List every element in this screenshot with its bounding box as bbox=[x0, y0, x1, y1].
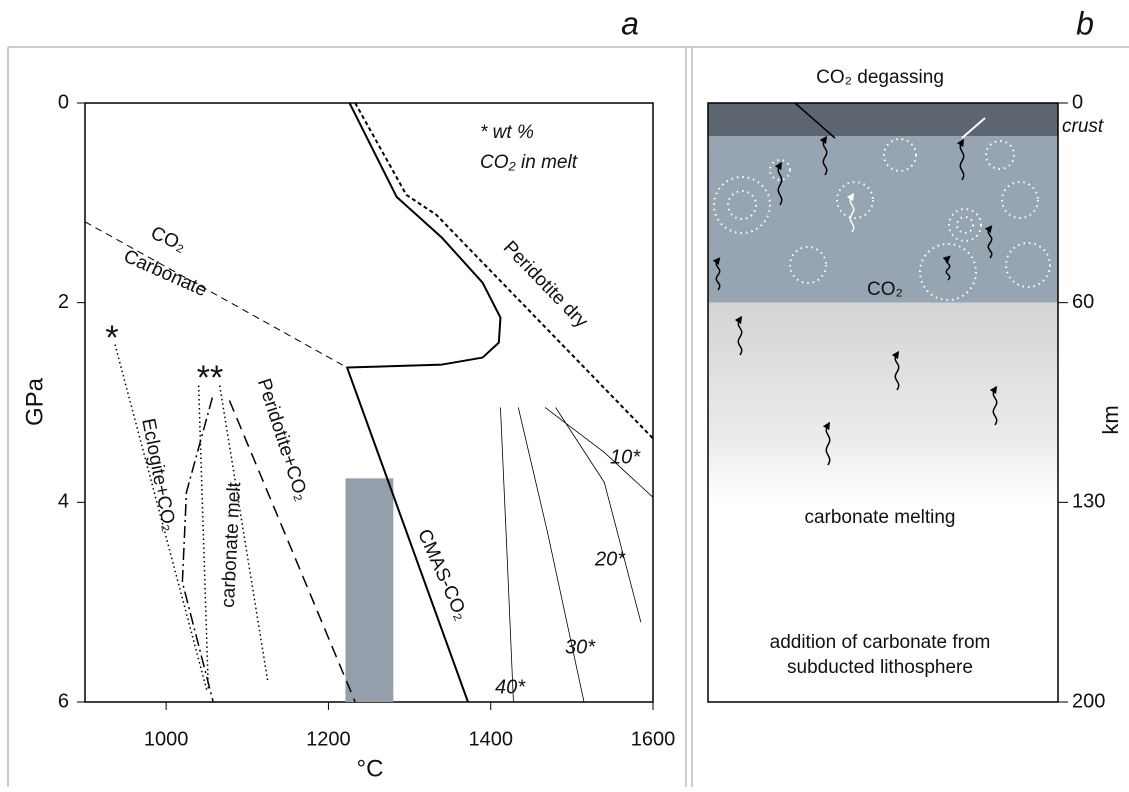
isopleth-label: 10* bbox=[610, 446, 641, 468]
annotation: * wt % bbox=[480, 122, 534, 143]
y-tick-label: 2 bbox=[58, 291, 69, 313]
y-tick-label: 60 bbox=[1072, 291, 1094, 313]
curve-label: Eclogite+CO₂ bbox=[137, 417, 179, 533]
layer bbox=[708, 136, 1058, 302]
layer-label: carbonate melting bbox=[804, 507, 955, 528]
isopleth-label: 30* bbox=[565, 636, 596, 658]
y-axis-label: GPa bbox=[21, 377, 48, 426]
layer-label: CO₂ bbox=[867, 279, 903, 300]
curve-label: CO₂ bbox=[148, 223, 189, 257]
phase-boundary bbox=[182, 398, 213, 702]
layer-label: crust bbox=[1062, 116, 1104, 137]
figure: a b °C GPa * wt % CO₂ in melt CO₂ Carbon… bbox=[0, 0, 1129, 787]
y-tick-label: 130 bbox=[1072, 491, 1105, 513]
x-tick-label: 1600 bbox=[631, 728, 676, 750]
curve-label: Peridotite+CO₂ bbox=[253, 376, 312, 504]
isopleth bbox=[500, 407, 513, 702]
y-tick-label: 4 bbox=[58, 491, 69, 513]
x-tick-label: 1400 bbox=[468, 728, 513, 750]
panel-title: CO₂ degassing bbox=[816, 67, 944, 88]
layer bbox=[708, 303, 1058, 503]
caption-line: addition of carbonate from bbox=[770, 632, 991, 653]
layer bbox=[708, 103, 1058, 136]
panel-letter: b bbox=[1076, 5, 1094, 41]
star: ** bbox=[197, 359, 223, 397]
star: * bbox=[105, 319, 118, 357]
y-axis-label: km bbox=[1098, 405, 1123, 434]
y-tick-label: 6 bbox=[58, 690, 69, 712]
phase-boundary bbox=[199, 386, 209, 690]
isopleth-label: 20* bbox=[594, 548, 626, 570]
panel-letter: a bbox=[621, 5, 639, 41]
annotation: CO₂ in melt bbox=[480, 152, 578, 173]
x-tick-label: 1200 bbox=[306, 728, 351, 750]
curve-label: Peridotite dry bbox=[499, 237, 592, 332]
phase-boundary bbox=[85, 222, 347, 368]
x-tick-label: 1000 bbox=[144, 728, 189, 750]
y-tick-label: 0 bbox=[1072, 91, 1083, 113]
curve-label: Carbonate bbox=[120, 246, 210, 301]
y-tick-label: 0 bbox=[58, 91, 69, 113]
isopleth-label: 40* bbox=[495, 676, 526, 698]
caption-line: subducted lithosphere bbox=[787, 657, 973, 678]
x-axis-label: °C bbox=[357, 755, 384, 782]
bar bbox=[345, 478, 393, 702]
isopleth bbox=[556, 407, 641, 622]
curve-label: carbonate melt bbox=[218, 481, 246, 608]
y-tick-label: 200 bbox=[1072, 690, 1105, 712]
